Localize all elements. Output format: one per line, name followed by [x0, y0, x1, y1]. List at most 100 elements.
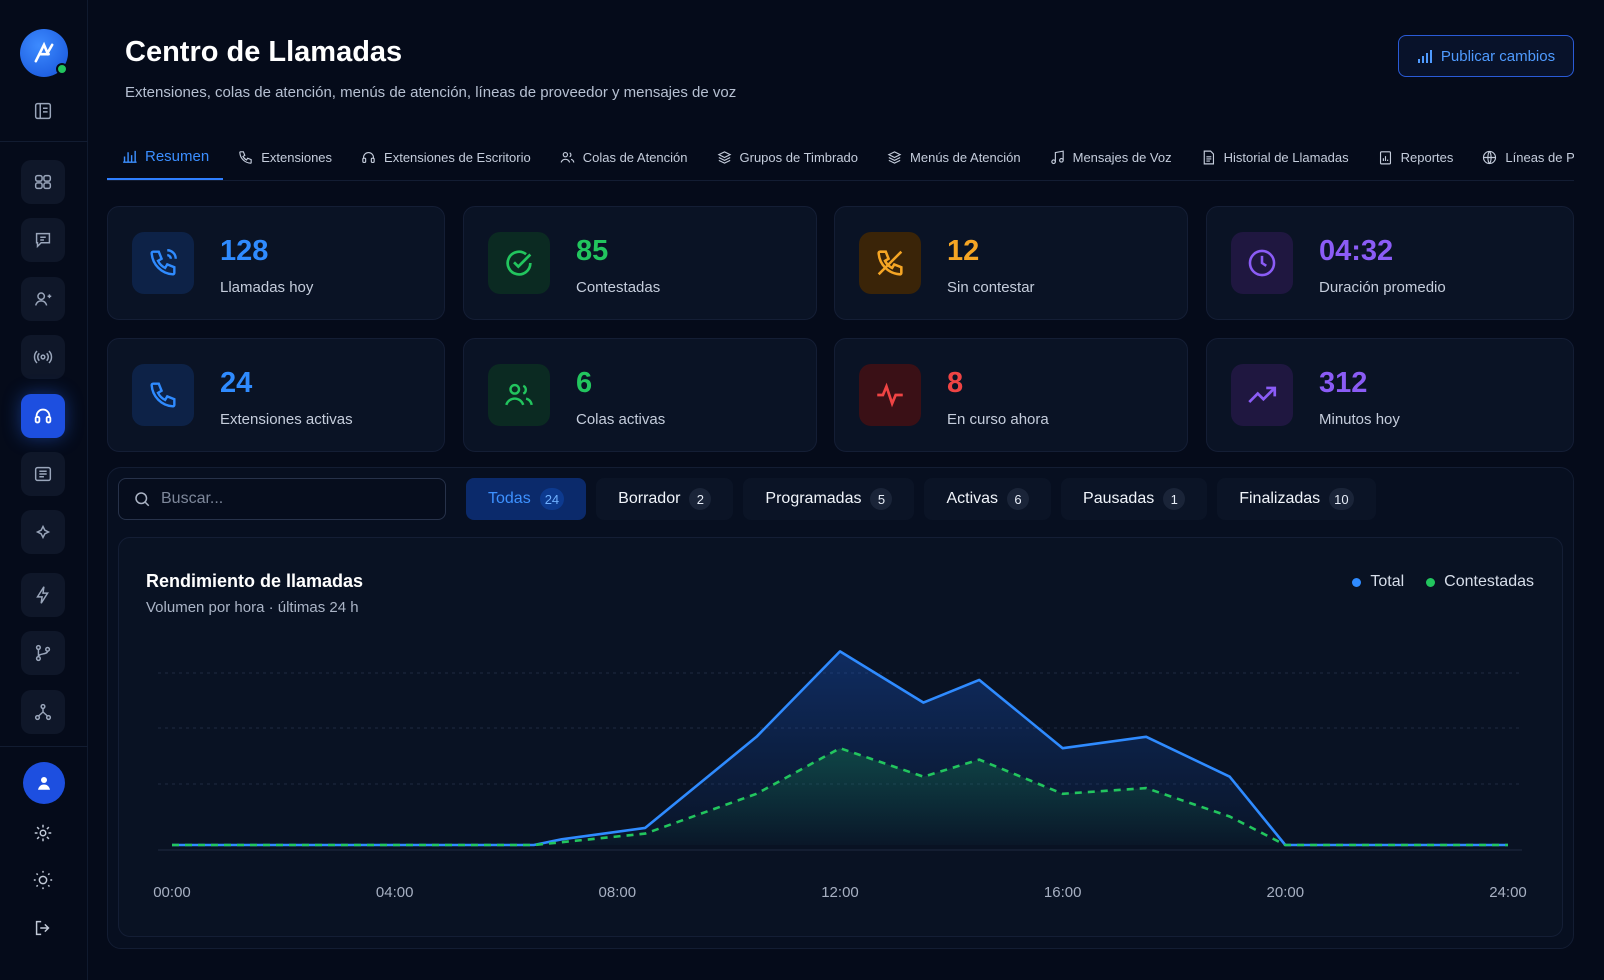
contacts-icon	[34, 292, 52, 306]
filter-activas[interactable]: Activas 6	[924, 478, 1052, 520]
stat-icon-bg	[1231, 232, 1293, 294]
tab-extensiones[interactable]: Extensiones	[223, 134, 346, 180]
stat-card-minutos-hoy[interactable]: 312 Minutos hoy	[1206, 338, 1574, 452]
search-box[interactable]	[118, 478, 446, 520]
stat-value: 6	[576, 367, 593, 399]
tab-lineas-proveedor[interactable]: Líneas de Provee	[1467, 134, 1574, 180]
chart-card	[118, 537, 1563, 937]
phone-ringing-icon	[150, 249, 177, 276]
stat-label: Extensiones activas	[220, 411, 353, 428]
phone-missed-icon	[877, 250, 903, 276]
sidebar-item-ai[interactable]	[21, 510, 65, 554]
stat-value: 312	[1319, 367, 1368, 399]
sidebar-divider	[0, 141, 88, 142]
stat-card-contestadas[interactable]: 85 Contestadas	[463, 206, 817, 320]
sidebar-item-chat[interactable]	[21, 218, 65, 262]
trending-up-icon	[1248, 386, 1277, 404]
stat-card-extensiones-activas[interactable]: 24 Extensiones activas	[107, 338, 445, 452]
tab-label: Grupos de Timbrado	[739, 149, 859, 165]
legend-item-total[interactable]: Total	[1352, 573, 1404, 591]
phone-icon	[150, 382, 176, 408]
tab-label: Extensiones de Escritorio	[384, 149, 531, 165]
dashboard-icon	[34, 174, 52, 190]
stat-value: 8	[947, 367, 964, 399]
legend-dot	[1352, 577, 1362, 587]
stat-label: Duración promedio	[1319, 279, 1446, 296]
branch-icon	[35, 644, 51, 662]
chart-title: Rendimiento de llamadas	[146, 571, 364, 591]
stat-card-sin-contestar[interactable]: 12 Sin contestar	[834, 206, 1188, 320]
page-title: Centro de Llamadas	[125, 36, 403, 68]
sidebar-item-call-center[interactable]	[21, 394, 65, 438]
tab-reportes[interactable]: Reportes	[1363, 134, 1468, 180]
filter-programadas[interactable]: Programadas 5	[743, 478, 915, 520]
tab-extensiones-escritorio[interactable]: Extensiones de Escritorio	[346, 134, 545, 180]
sidebar-item-documents[interactable]	[21, 452, 65, 496]
layers-icon	[717, 150, 731, 164]
status-filter-bar: Todas 24 Borrador 2 Programadas 5 Activa…	[466, 478, 1376, 520]
bolt-icon	[36, 586, 49, 604]
stat-icon-bg	[859, 232, 921, 294]
tab-label: Colas de Atención	[582, 149, 688, 165]
stat-card-llamadas-hoy[interactable]: 128 Llamadas hoy	[107, 206, 445, 320]
tab-menus-atencion[interactable]: Menús de Atención	[872, 134, 1035, 180]
tab-historial[interactable]: Historial de Llamadas	[1186, 134, 1363, 180]
tab-colas[interactable]: Colas de Atención	[545, 134, 702, 180]
sidebar-item-integrations[interactable]	[21, 690, 65, 734]
music-note-icon	[1050, 149, 1064, 164]
stat-card-duracion-promedio[interactable]: 04:32 Duración promedio	[1206, 206, 1574, 320]
legend-item-contestadas[interactable]: Contestadas	[1426, 573, 1534, 591]
theme-sun-icon[interactable]	[21, 858, 65, 902]
publish-button[interactable]: Publicar cambios	[1398, 35, 1574, 77]
logout-icon[interactable]	[21, 906, 65, 950]
search-input[interactable]	[161, 490, 421, 508]
stat-label: Minutos hoy	[1319, 411, 1400, 428]
chart-subtitle: Volumen por hora · últimas 24 h	[146, 599, 359, 616]
headset-icon	[34, 408, 52, 424]
users-icon	[560, 151, 575, 163]
report-icon	[1379, 150, 1391, 164]
tab-label: Reportes	[1400, 149, 1454, 165]
chart-legend: Total Contestadas	[1352, 573, 1534, 591]
filter-count-badge: 24	[539, 488, 565, 510]
filter-finalizadas[interactable]: Finalizadas 10	[1217, 478, 1376, 520]
filter-count-badge: 1	[1163, 488, 1186, 510]
stat-card-colas-activas[interactable]: 6 Colas activas	[463, 338, 817, 452]
filter-label: Programadas	[765, 490, 862, 507]
sidebar-item-broadcast[interactable]	[21, 335, 65, 379]
stat-value: 04:32	[1319, 235, 1394, 267]
activity-icon	[877, 382, 903, 408]
page-subtitle: Extensiones, colas de atención, menús de…	[125, 84, 737, 101]
phone-logo-icon[interactable]	[20, 29, 68, 77]
tab-mensajes-voz[interactable]: Mensajes de Voz	[1035, 134, 1186, 180]
filter-pausadas[interactable]: Pausadas 1	[1061, 478, 1208, 520]
sidebar-item-flows[interactable]	[21, 631, 65, 675]
sparkle-icon	[35, 524, 51, 540]
stat-icon-bg	[132, 232, 194, 294]
search-icon	[135, 492, 150, 507]
sidebar-toggle-icon[interactable]	[21, 89, 65, 133]
sidebar-item-automations[interactable]	[21, 573, 65, 617]
tab-label: Historial de Llamadas	[1223, 149, 1349, 165]
users-icon	[505, 383, 533, 406]
sidebar-item-contacts[interactable]	[21, 277, 65, 321]
signal-bars-icon	[1417, 50, 1432, 63]
stat-label: Contestadas	[576, 279, 661, 296]
stat-label: Colas activas	[576, 411, 666, 428]
tab-resumen[interactable]: Resumen	[107, 134, 224, 180]
user-avatar[interactable]	[23, 762, 65, 804]
layers-icon	[887, 150, 902, 164]
legend-label: Contestadas	[1444, 573, 1534, 590]
tab-label: Líneas de Provee	[1505, 149, 1574, 165]
stat-value: 12	[947, 235, 980, 267]
headset-icon	[362, 151, 375, 163]
stat-card-en-curso[interactable]: 8 En curso ahora	[834, 338, 1188, 452]
sidebar-item-dashboard[interactable]	[21, 160, 65, 204]
filter-todas[interactable]: Todas 24	[466, 478, 587, 520]
tab-grupos-timbrado[interactable]: Grupos de Timbrado	[702, 134, 873, 180]
stat-label: Sin contestar	[947, 279, 1035, 296]
settings-icon[interactable]	[21, 811, 65, 855]
filter-borrador[interactable]: Borrador 2	[596, 478, 734, 520]
filter-label: Finalizadas	[1239, 490, 1321, 507]
tab-label: Extensiones	[261, 149, 333, 165]
